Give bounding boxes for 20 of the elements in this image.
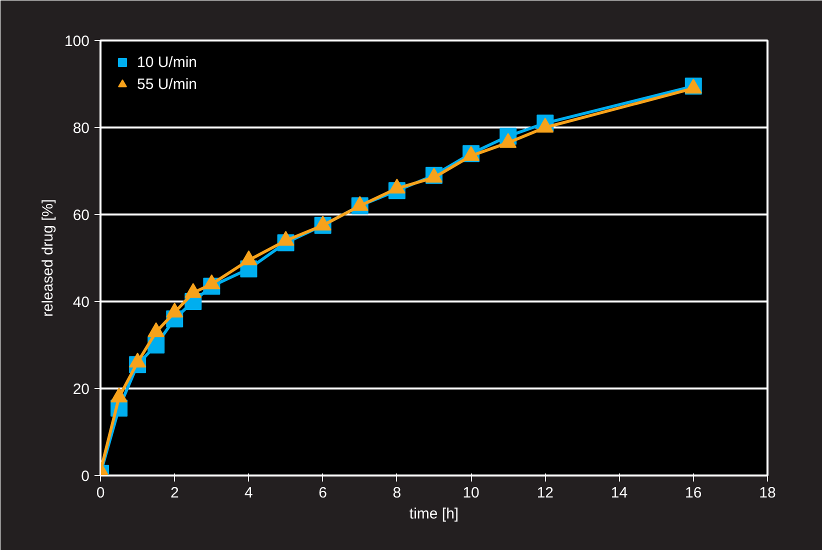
y-tick-label: 20 bbox=[72, 381, 90, 398]
legend-label: 10 U/min bbox=[137, 54, 198, 70]
y-tick-label: 80 bbox=[72, 120, 90, 137]
x-axis-title: time [h] bbox=[409, 506, 459, 522]
y-tick-label: 60 bbox=[72, 207, 90, 224]
x-tick-label: 16 bbox=[685, 484, 702, 502]
x-tick-label: 8 bbox=[392, 484, 402, 502]
x-tick-label: 6 bbox=[318, 484, 328, 502]
x-tick-label: 14 bbox=[610, 484, 628, 502]
y-tick-label: 0 bbox=[81, 468, 90, 485]
x-tick-label: 4 bbox=[244, 484, 253, 502]
legend-label: 55 U/min bbox=[137, 76, 198, 92]
x-tick-label: 12 bbox=[536, 484, 554, 502]
y-tick-label: 100 bbox=[64, 33, 90, 50]
y-tick-label: 40 bbox=[72, 294, 90, 311]
x-tick-label: 10 bbox=[462, 484, 480, 502]
x-tick-label: 0 bbox=[96, 484, 105, 502]
x-tick-label: 18 bbox=[759, 484, 776, 502]
x-tick-label: 2 bbox=[170, 484, 179, 502]
y-axis-title: released drug [%] bbox=[39, 199, 56, 317]
